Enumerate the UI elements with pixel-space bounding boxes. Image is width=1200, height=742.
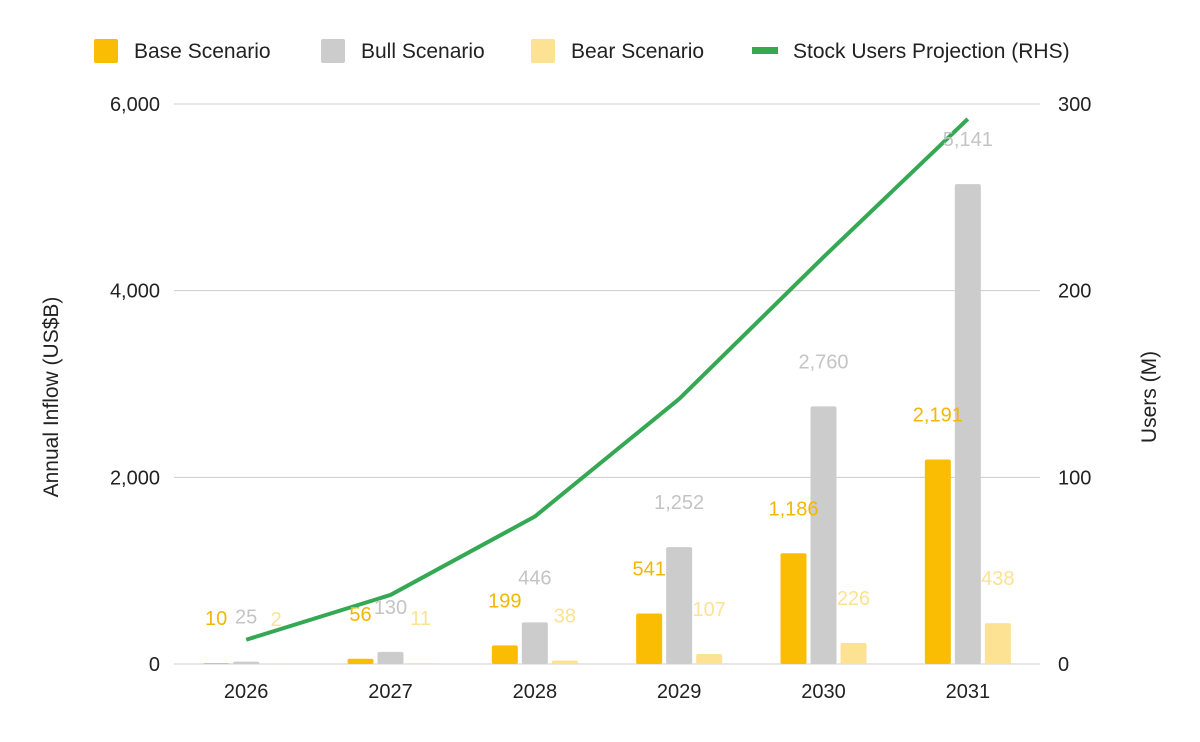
data-labels: 10 56 199 541 1,186 2,191 25 130 446 1,252 2,760 5,… (205, 129, 1014, 631)
legend-swatch (752, 47, 778, 54)
bar (924, 459, 951, 664)
legend-swatch (531, 39, 555, 63)
y-tick-label: 4,000 (110, 281, 160, 303)
y-tick-label: 0 (149, 654, 160, 676)
bar-data-label: 38 (554, 605, 576, 627)
y2-tick-label: 300 (1058, 94, 1091, 116)
bar (521, 622, 548, 664)
bar-data-label: 10 (205, 608, 227, 630)
x-tick-label: 2030 (801, 681, 846, 703)
y2-tick-label: 0 (1058, 654, 1069, 676)
gridlines (174, 103, 1040, 665)
bar (377, 651, 404, 664)
bar-data-label: 1,186 (768, 498, 818, 520)
bar-data-label: 2 (271, 609, 282, 631)
bar (780, 553, 807, 664)
y2-axis-title: Users (M) (1138, 351, 1161, 443)
user-line (245, 117, 970, 642)
bar (233, 661, 260, 664)
bar-data-label: 2,191 (913, 405, 963, 427)
bar-data-label: 541 (632, 559, 665, 581)
bar (810, 406, 837, 664)
x-tick-label: 2031 (946, 681, 991, 703)
bar-data-label: 2,760 (798, 351, 848, 373)
bars (203, 184, 1011, 664)
bar (666, 547, 693, 664)
bar-data-label: 56 (349, 604, 371, 626)
line-series (245, 117, 970, 642)
bar-data-label: 5,141 (943, 129, 993, 151)
bar (203, 663, 230, 664)
axes: 0 0 2,000 100 4,000 200 6,000 300 2026 2027 2028 20… (110, 94, 1091, 703)
x-tick-label: 2029 (657, 681, 702, 703)
bar-data-label: 1,252 (654, 492, 704, 514)
bar-data-label: 11 (410, 608, 431, 630)
x-tick-label: 2027 (368, 681, 413, 703)
bar-data-label: 226 (837, 588, 870, 610)
y2-tick-label: 200 (1058, 281, 1091, 303)
legend-swatch (94, 39, 118, 63)
bar (491, 645, 518, 664)
bar (551, 660, 578, 664)
legend-label: Base Scenario (134, 40, 271, 63)
bar-data-label: 25 (235, 607, 257, 629)
bar (407, 662, 434, 664)
legend-label: Stock Users Projection (RHS) (793, 40, 1070, 63)
legend-label: Bear Scenario (571, 40, 704, 63)
y-axis-title: Annual Inflow (US$B) (40, 297, 63, 498)
bar (984, 623, 1011, 664)
bar (954, 184, 981, 664)
x-tick-label: 2026 (224, 681, 269, 703)
legend-label: Bull Scenario (361, 40, 485, 63)
y-tick-label: 2,000 (110, 467, 160, 489)
bar-data-label: 107 (692, 599, 725, 621)
bar-data-label: 446 (518, 567, 551, 589)
bar-data-label: 199 (488, 590, 521, 612)
x-tick-label: 2028 (513, 681, 558, 703)
y2-tick-label: 100 (1058, 467, 1091, 489)
bar (636, 613, 663, 664)
bar (347, 658, 374, 664)
legend: Base Scenario Bull Scenario Bear Scenario S… (94, 39, 1070, 63)
bar (696, 654, 723, 664)
bar-data-label: 438 (981, 568, 1014, 590)
legend-swatch (321, 39, 345, 63)
y-tick-label: 6,000 (110, 94, 160, 116)
bar (840, 642, 867, 664)
bar-data-label: 130 (374, 597, 407, 619)
